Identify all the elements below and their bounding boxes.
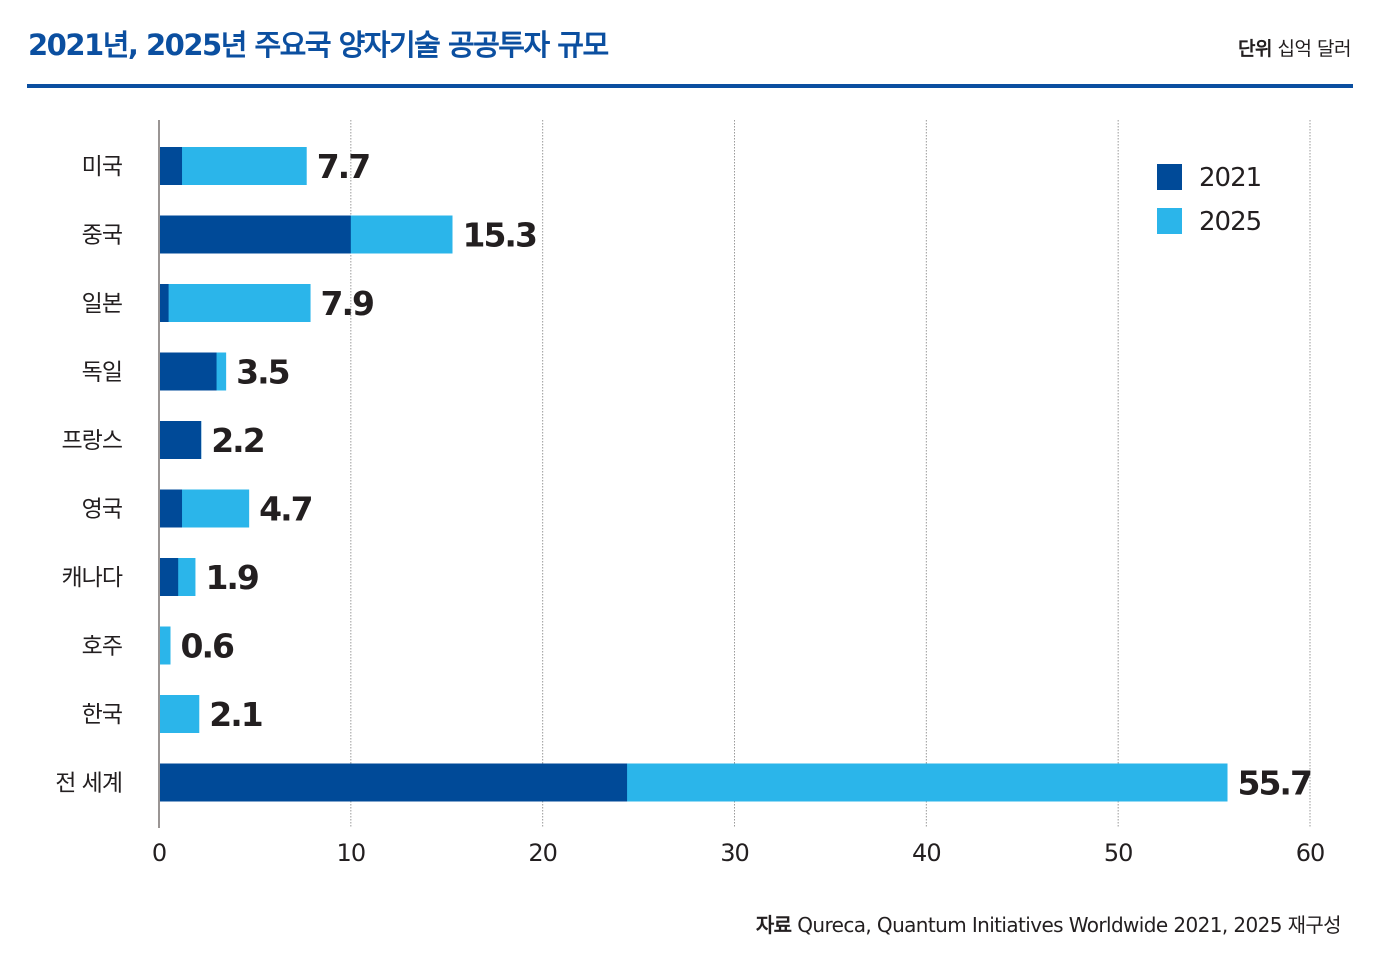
value-labels: 7.7 15.3 7.9 3.5 2.2 4.71.9 0.6 2.1 55.7 — [181, 147, 1313, 803]
value-label: 1.9 — [205, 558, 257, 597]
value-label: 3.5 — [236, 353, 288, 392]
value-label: 55.7 — [1238, 764, 1311, 803]
category-label: 영국 — [82, 497, 122, 523]
unit-label-value: 십억 달러 — [1277, 38, 1352, 60]
value-label: 15.3 — [463, 216, 536, 255]
bar-2021 — [159, 147, 183, 185]
bar-2021 — [159, 215, 351, 254]
category-label: 한국 — [82, 702, 122, 728]
bar-2021 — [159, 352, 217, 391]
category-label: 캐나다 — [62, 565, 123, 591]
x-tick-label: 50 — [1104, 839, 1133, 867]
bar-2021 — [159, 284, 169, 322]
bar-2025 — [159, 695, 200, 733]
legend-swatch-2021 — [1157, 164, 1182, 190]
legend-label-2021: 2021 — [1199, 163, 1261, 193]
x-tick-label: 30 — [720, 839, 749, 867]
legend: 2021 2025 — [1157, 163, 1262, 237]
bar-2025 — [159, 626, 171, 665]
bar-2021 — [159, 489, 183, 528]
category-label: 전 세계 — [55, 771, 122, 797]
x-tick-label: 40 — [912, 839, 941, 867]
x-tick-labels: 0 10 20 30 40 50 60 — [152, 839, 1325, 867]
bar-2021 — [159, 421, 202, 459]
bar-2021 — [159, 558, 179, 596]
value-label: 7.9 — [321, 284, 373, 323]
x-tick-label: 10 — [337, 839, 366, 867]
category-label: 중국 — [82, 223, 122, 249]
bar-2021 — [159, 763, 628, 802]
value-label: 2.1 — [209, 695, 261, 734]
chart-title: 2021년, 2025년 주요국 양자기술 공공투자 규모 — [28, 28, 609, 62]
bars — [159, 147, 1228, 802]
source-text: Qureca, Quantum Initiatives Worldwide 20… — [797, 913, 1341, 937]
legend-label-2025: 2025 — [1199, 207, 1261, 237]
value-label: 2.2 — [211, 421, 263, 460]
value-label: 4.7 — [259, 490, 311, 529]
bar-2025 — [159, 147, 307, 185]
category-label: 일본 — [82, 291, 122, 317]
x-tick-label: 20 — [528, 839, 557, 867]
x-tick-label: 0 — [152, 839, 166, 867]
category-label: 프랑스 — [62, 428, 122, 454]
category-label: 호주 — [82, 634, 122, 660]
value-label: 7.7 — [317, 147, 369, 186]
source-note: 자료 Qureca, Quantum Initiatives Worldwide… — [755, 909, 1342, 938]
bar-2025 — [159, 284, 311, 322]
title-rule — [27, 84, 1353, 88]
legend-swatch-2025 — [1157, 208, 1182, 234]
source-label: 자료 — [755, 913, 792, 937]
category-label: 미국 — [82, 154, 122, 180]
category-label: 독일 — [82, 360, 122, 386]
x-tick-label: 60 — [1296, 839, 1325, 867]
unit-label: 단위 십억 달러 — [1238, 34, 1351, 61]
unit-label-key: 단위 — [1238, 38, 1272, 60]
value-label: 0.6 — [181, 627, 234, 666]
